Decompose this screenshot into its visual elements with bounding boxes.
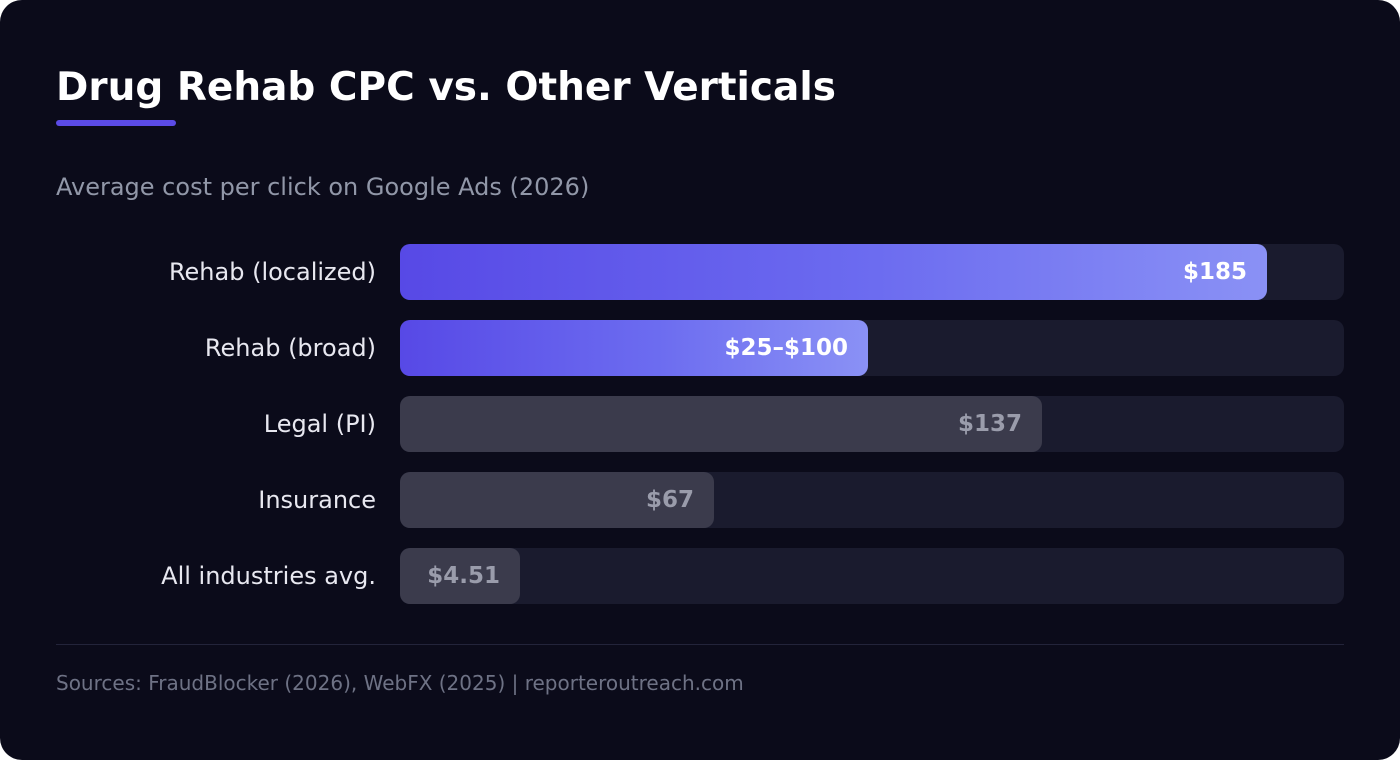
source-note: Sources: FraudBlocker (2026), WebFX (202… [56, 671, 744, 695]
bar-row: Rehab (broad) $25–$100 [0, 320, 1400, 376]
category-label: Rehab (broad) [204, 334, 376, 362]
bar-track: $67 [400, 472, 1344, 528]
category-label: Rehab (localized) [168, 258, 376, 286]
bar: $4.51 [400, 548, 520, 604]
bar: $185 [400, 244, 1267, 300]
bar-track: $25–$100 [400, 320, 1344, 376]
bar: $67 [400, 472, 714, 528]
bar-row: Legal (PI) $137 [0, 396, 1400, 452]
bar-track: $137 [400, 396, 1344, 452]
bar: $137 [400, 396, 1042, 452]
value-label: $67 [645, 487, 694, 513]
value-label: $185 [1182, 259, 1247, 285]
chart-subtitle: Average cost per click on Google Ads (20… [56, 173, 590, 201]
footer-divider [56, 644, 1344, 645]
bar: $25–$100 [400, 320, 868, 376]
category-label: All industries avg. [161, 562, 376, 590]
value-label: $137 [957, 411, 1022, 437]
category-label: Insurance [258, 486, 376, 514]
bar-row: Rehab (localized) $185 [0, 244, 1400, 300]
bar-row: Insurance $67 [0, 472, 1400, 528]
bar-track: $185 [400, 244, 1344, 300]
category-label: Legal (PI) [263, 410, 376, 438]
bar-track: $4.51 [400, 548, 1344, 604]
chart-title: Drug Rehab CPC vs. Other Verticals [56, 65, 836, 110]
value-label: $4.51 [427, 563, 500, 589]
title-underline [56, 120, 176, 126]
bar-row: All industries avg. $4.51 [0, 548, 1400, 604]
value-label: $25–$100 [724, 335, 848, 361]
